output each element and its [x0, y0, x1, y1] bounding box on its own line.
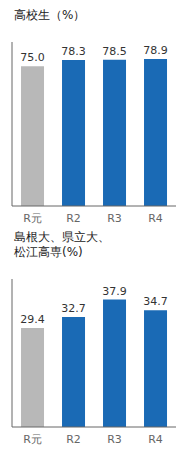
html-text:松江高専(%): 松江高専(%): [14, 245, 83, 260]
svg-text:34.7: 34.7: [143, 295, 168, 308]
svg-text:R4: R4: [148, 211, 163, 224]
svg-text:R元: R元: [23, 433, 42, 446]
svg-text:78.5: 78.5: [102, 44, 127, 57]
svg-text:R2: R2: [66, 211, 81, 224]
svg-text:R4: R4: [148, 433, 163, 446]
svg-text:R2: R2: [66, 433, 81, 446]
svg-text:R元: R元: [23, 211, 42, 224]
svg-text:37.9: 37.9: [102, 284, 127, 297]
svg-text:32.7: 32.7: [61, 302, 86, 315]
svg-text:78.3: 78.3: [61, 45, 86, 58]
html-text:島根大、県立大、: 島根大、県立大、: [14, 229, 110, 244]
svg-text:75.0: 75.0: [20, 51, 45, 64]
svg-text:78.9: 78.9: [143, 44, 168, 57]
html-text:高校生（%）: 高校生（%）: [14, 8, 86, 22]
svg-text:R3: R3: [107, 211, 122, 224]
svg-text:R3: R3: [107, 433, 122, 446]
svg-text:29.4: 29.4: [20, 313, 45, 326]
